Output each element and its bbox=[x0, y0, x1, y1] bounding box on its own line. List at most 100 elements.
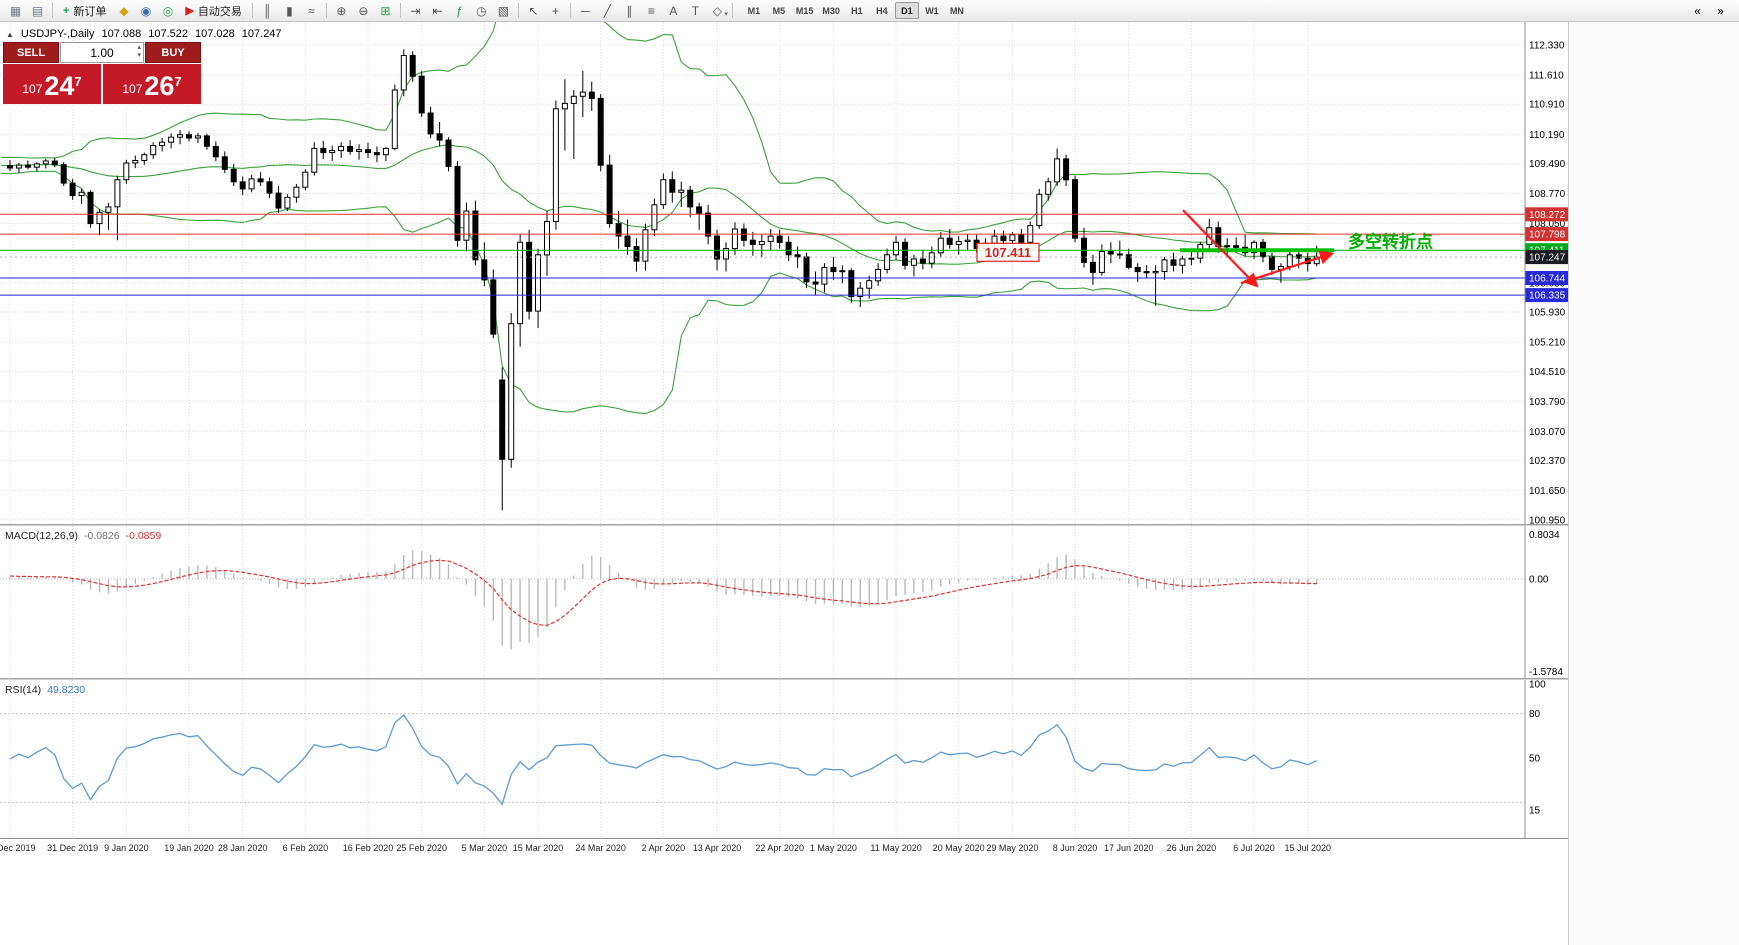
toolbar-items: ▦ ▤ + 新订单 ◆ ◉ ◎ ▶ 自动交易 ║ ▮ ≈ ⊕ ⊖ ⊞ ⇥ ⇤ ƒ ◷ ▧ ↖ + ─ ╱ ∥ ≡ A T ◇ ▾ bbox=[5, 2, 736, 20]
svg-text:107.798: 107.798 bbox=[1529, 230, 1566, 241]
candlestick-chart-icon[interactable]: ▮ bbox=[279, 2, 300, 20]
market-watch-icon[interactable]: ◉ bbox=[135, 2, 156, 20]
sell-price-display[interactable]: 107 24 7 bbox=[3, 64, 101, 104]
timeframe-h1-button[interactable]: H1 bbox=[845, 2, 869, 19]
toolbar-separator bbox=[731, 3, 733, 18]
date-axis-label: 2 Apr 2020 bbox=[641, 843, 686, 853]
scroll-right-icon[interactable]: » bbox=[1710, 2, 1731, 20]
empty-terminal-area bbox=[0, 860, 1568, 945]
macd-chart[interactable]: 0.8034 0.00 -1.5784 bbox=[0, 526, 1568, 678]
date-axis-label: 20 May 2020 bbox=[932, 843, 985, 853]
bar-chart-icon[interactable]: ║ bbox=[257, 2, 278, 20]
zoom-in-icon[interactable]: ⊕ bbox=[331, 2, 352, 20]
zoom-out-icon[interactable]: ⊖ bbox=[353, 2, 374, 20]
timeframe-m1-button[interactable]: M1 bbox=[742, 2, 766, 19]
toolbar-separator bbox=[569, 3, 571, 18]
macd-signal-value: -0.0859 bbox=[125, 530, 162, 542]
text-label-icon[interactable]: T bbox=[685, 2, 706, 20]
panel-splitter[interactable] bbox=[0, 678, 1568, 680]
date-axis-label: 13 Apr 2020 bbox=[692, 843, 742, 853]
shapes-icon[interactable]: ◇ ▾ bbox=[707, 2, 728, 20]
svg-text:108.272: 108.272 bbox=[1529, 210, 1566, 221]
lot-increase-button[interactable]: ▴ bbox=[137, 44, 141, 51]
chart-profiles-icon[interactable]: ▤ bbox=[27, 2, 48, 20]
lot-size-field[interactable]: 1.00 ▴ ▾ bbox=[60, 42, 144, 63]
timeframe-w1-button[interactable]: W1 bbox=[920, 2, 944, 19]
tile-windows-icon[interactable]: ⊞ bbox=[375, 2, 396, 20]
toolbar-right-icons: «» bbox=[1687, 2, 1739, 20]
equidistant-channel-icon[interactable]: ∥ bbox=[619, 2, 640, 20]
svg-text:15: 15 bbox=[1529, 805, 1541, 816]
timeframe-mn-button[interactable]: MN bbox=[945, 2, 969, 19]
ohlc-low: 107.028 bbox=[195, 28, 235, 40]
lot-size-value: 1.00 bbox=[90, 45, 114, 60]
rsi-value: 49.8230 bbox=[47, 684, 86, 696]
ohlc-open: 107.088 bbox=[101, 28, 142, 40]
lot-decrease-button[interactable]: ▾ bbox=[137, 52, 141, 59]
chart-ohlc-header: ▲ USDJPY-,Daily 107.088 107.522 107.028 … bbox=[6, 28, 282, 40]
svg-text:108.050: 108.050 bbox=[1529, 219, 1566, 230]
toolbar-separator bbox=[517, 3, 519, 18]
rsi-panel[interactable]: 100 80 50 15 RSI(14) 49.8230 bbox=[0, 680, 1568, 838]
timeframe-h4-button[interactable]: H4 bbox=[870, 2, 894, 19]
indicators-icon[interactable]: ƒ bbox=[449, 2, 470, 20]
cursor-icon[interactable]: ↖ bbox=[523, 2, 544, 20]
chart-shift-icon[interactable]: ⇤ bbox=[427, 2, 448, 20]
svg-text:多空转折点: 多空转折点 bbox=[1348, 231, 1433, 251]
data-window-icon[interactable]: ◎ bbox=[157, 2, 178, 20]
crosshair-icon[interactable]: + bbox=[545, 2, 566, 20]
templates-icon[interactable]: ▧ bbox=[493, 2, 514, 20]
metaquotes-icon[interactable]: ◆ bbox=[113, 2, 134, 20]
timeframe-d1-button[interactable]: D1 bbox=[894, 2, 919, 19]
date-axis-label: 26 Jun 2020 bbox=[1166, 843, 1217, 853]
dropdown-arrow-icon: ▾ bbox=[724, 10, 728, 18]
line-chart-icon[interactable]: ≈ bbox=[301, 2, 322, 20]
candlestick-chart[interactable]: 107.411 多空转折点 112.330 111.610 110.910 110.190… bbox=[0, 22, 1568, 524]
chart-symbol-period: USDJPY-,Daily bbox=[20, 28, 95, 40]
svg-text:109.490: 109.490 bbox=[1529, 159, 1566, 170]
new-chart-icon[interactable]: ▦ bbox=[5, 2, 26, 20]
autotrading-button[interactable]: ▶ 自动交易 bbox=[179, 2, 247, 20]
svg-text:-1.5784: -1.5784 bbox=[1529, 667, 1563, 678]
date-axis-label: 15 Mar 2020 bbox=[512, 843, 564, 853]
fibonacci-icon[interactable]: ≡ bbox=[641, 2, 662, 20]
chart-window: 107.411 多空转折点 112.330 111.610 110.910 110.190… bbox=[0, 22, 1568, 945]
buy-button[interactable]: BUY bbox=[145, 42, 201, 63]
buy-price-display[interactable]: 107 26 7 bbox=[103, 64, 201, 104]
auto-scroll-icon[interactable]: ⇥ bbox=[405, 2, 426, 20]
timeframe-m15-button[interactable]: M15 bbox=[792, 2, 818, 19]
svg-text:110.910: 110.910 bbox=[1529, 100, 1565, 111]
text-icon[interactable]: A bbox=[663, 2, 684, 20]
timeframe-m30-button[interactable]: M30 bbox=[818, 2, 844, 19]
date-axis-label: 1 May 2020 bbox=[809, 843, 857, 853]
toolbar-separator bbox=[251, 3, 253, 18]
svg-text:104.510: 104.510 bbox=[1529, 367, 1566, 378]
collapse-trade-panel-icon[interactable]: ▲ bbox=[6, 29, 14, 39]
macd-label: MACD(12,26,9) -0.0826 -0.0859 bbox=[5, 530, 161, 542]
price-chart-panel[interactable]: 107.411 多空转折点 112.330 111.610 110.910 110.190… bbox=[0, 22, 1568, 524]
date-axis-label: 22 Apr 2020 bbox=[755, 843, 804, 853]
periods-icon[interactable]: ◷ bbox=[471, 2, 492, 20]
ohlc-close: 107.247 bbox=[241, 28, 282, 40]
svg-text:100: 100 bbox=[1529, 680, 1546, 691]
timeframe-toolbar: M1 M5 M15 M30 H1 H4 D1 W1 MN bbox=[742, 2, 969, 19]
scroll-left-icon[interactable]: « bbox=[1687, 2, 1708, 20]
horizontal-line-icon[interactable]: ─ bbox=[575, 2, 596, 20]
new-order-button[interactable]: + 新订单 bbox=[57, 2, 112, 20]
macd-panel[interactable]: 0.8034 0.00 -1.5784 MACD(12,26,9) -0.0826 … bbox=[0, 526, 1568, 678]
trendline-icon[interactable]: ╱ bbox=[597, 2, 618, 20]
sell-price-pips: 24 bbox=[44, 71, 75, 101]
timeframe-m5-button[interactable]: M5 bbox=[767, 2, 791, 19]
date-axis-label: 11 May 2020 bbox=[870, 843, 922, 853]
sell-button[interactable]: SELL bbox=[3, 42, 59, 63]
macd-main-value: -0.0826 bbox=[83, 530, 120, 542]
panel-splitter[interactable] bbox=[0, 524, 1568, 526]
date-axis-label: 6 Jul 2020 bbox=[1233, 843, 1275, 853]
svg-text:103.070: 103.070 bbox=[1529, 427, 1566, 438]
date-axis-label: 22 Dec 2019 bbox=[0, 843, 36, 853]
autotrading-icon: ▶ bbox=[185, 5, 194, 17]
date-axis-label: 17 Jun 2020 bbox=[1103, 843, 1154, 853]
date-axis[interactable]: 22 Dec 2019 31 Dec 2019 9 Jan 2020 19 Jan 2… bbox=[0, 838, 1568, 860]
svg-text:100.950: 100.950 bbox=[1529, 515, 1566, 524]
rsi-chart[interactable]: 100 80 50 15 bbox=[0, 680, 1568, 838]
